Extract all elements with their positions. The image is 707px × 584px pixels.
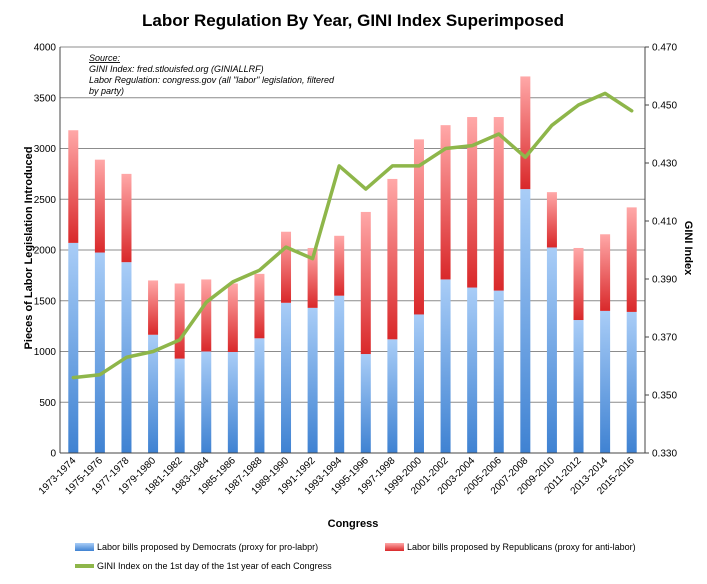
legend: Labor bills proposed by Democrats (proxy… xyxy=(75,542,636,571)
axes xyxy=(59,46,649,454)
y2-tick-label: 0.410 xyxy=(652,217,677,228)
bar-democrats xyxy=(600,310,611,453)
annotation-line-4: by party) xyxy=(89,86,124,96)
grid-lines xyxy=(60,46,645,454)
bar-republicans xyxy=(387,178,398,340)
bar-democrats xyxy=(387,339,398,453)
y-tick-label: 0 xyxy=(50,449,56,460)
bar-democrats xyxy=(413,314,424,453)
bars xyxy=(68,76,637,453)
bar-democrats xyxy=(281,302,292,453)
bar-republicans xyxy=(334,235,345,296)
bar-democrats xyxy=(546,247,557,453)
bar-democrats xyxy=(174,358,185,453)
bar-republicans xyxy=(440,125,451,280)
y-tick-label: 4000 xyxy=(34,43,57,54)
bar-republicans xyxy=(121,173,132,263)
bar-republicans xyxy=(307,247,318,308)
y-tick-label: 500 xyxy=(39,398,56,409)
bar-democrats xyxy=(227,352,238,453)
y2-tick-label: 0.470 xyxy=(652,43,677,54)
bar-democrats xyxy=(493,290,504,453)
y-tick-label: 2000 xyxy=(34,246,57,257)
bar-republicans xyxy=(68,130,79,243)
y2-tick-label: 0.330 xyxy=(652,449,677,460)
bar-democrats xyxy=(148,334,159,453)
x-axis-title: Congress xyxy=(328,518,379,530)
gini-line xyxy=(71,91,634,380)
bar-republicans xyxy=(227,283,238,353)
gini-line-layer xyxy=(71,91,634,380)
legend-label-gini: GINI Index on the 1st day of the 1st yea… xyxy=(97,561,332,571)
bar-republicans xyxy=(174,283,185,359)
y-tick-label: 1000 xyxy=(34,347,57,358)
bar-democrats xyxy=(201,351,212,453)
bar-republicans xyxy=(254,273,265,339)
legend-label-democrats: Labor bills proposed by Democrats (proxy… xyxy=(97,542,318,552)
bar-republicans xyxy=(573,247,584,321)
bar-republicans xyxy=(201,279,212,352)
y-axis-title: Pieces of Labor Legislation Introduced xyxy=(23,147,35,350)
bar-republicans xyxy=(626,207,637,312)
bar-democrats xyxy=(334,295,345,453)
bar-republicans xyxy=(520,76,531,190)
bar-democrats xyxy=(360,354,371,453)
bar-republicans xyxy=(467,117,478,288)
bar-republicans xyxy=(546,192,557,248)
bar-democrats xyxy=(573,320,584,453)
bar-republicans xyxy=(281,231,292,303)
bar-republicans xyxy=(148,280,159,335)
y2-tick-label: 0.450 xyxy=(652,101,677,112)
bar-democrats xyxy=(520,189,531,453)
bar-republicans xyxy=(600,234,611,311)
source-annotation: Source: GINI Index: fred.stlouisfed.org … xyxy=(89,53,335,96)
legend-label-republicans: Labor bills proposed by Republicans (pro… xyxy=(407,542,636,552)
annotation-line-2: GINI Index: fred.stlouisfed.org (GINIALL… xyxy=(89,64,264,74)
bar-republicans xyxy=(493,117,504,291)
legend-swatch-democrats xyxy=(75,543,94,551)
bar-democrats xyxy=(467,287,478,453)
legend-swatch-republicans xyxy=(385,543,404,551)
bar-republicans xyxy=(94,159,105,253)
y2-axis-title: GINI Index xyxy=(682,221,694,276)
y-tick-label: 1500 xyxy=(34,296,57,307)
bar-democrats xyxy=(626,311,637,453)
y2-tick-label: 0.430 xyxy=(652,159,677,170)
bar-democrats xyxy=(440,279,451,453)
y2-tick-label: 0.350 xyxy=(652,391,677,402)
y2-tick-label: 0.390 xyxy=(652,275,677,286)
y-tick-label: 3000 xyxy=(34,144,57,155)
annotation-line-1: Source: xyxy=(89,53,121,63)
bar-republicans xyxy=(413,139,424,315)
y-tick-label: 3500 xyxy=(34,93,57,104)
annotation-line-3: Labor Regulation: congress.gov (all "lab… xyxy=(89,75,335,85)
bar-democrats xyxy=(68,242,79,453)
bar-democrats xyxy=(254,338,265,453)
y-tick-label: 2500 xyxy=(34,195,57,206)
y2-tick-label: 0.370 xyxy=(652,333,677,344)
bar-democrats xyxy=(94,252,105,453)
chart-title: Labor Regulation By Year, GINI Index Sup… xyxy=(142,11,564,30)
bar-republicans xyxy=(360,211,371,355)
bar-democrats xyxy=(307,307,318,453)
